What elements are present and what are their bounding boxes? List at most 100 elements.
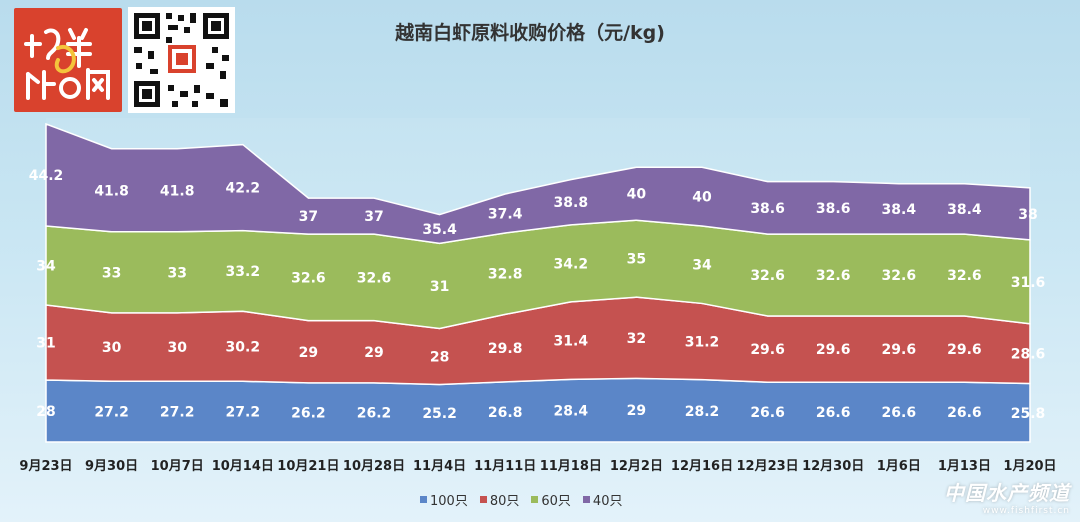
data-label-80-8: 31.4 [554,334,589,350]
x-tick-label: 12月23日 [737,459,799,474]
logo-mark [24,28,110,100]
data-label-60-13: 32.6 [882,268,917,284]
data-label-80-13: 29.6 [882,342,917,358]
data-label-40-2: 41.8 [160,183,195,199]
data-label-80-1: 30 [102,340,122,356]
data-label-100-2: 27.2 [160,405,195,421]
data-label-60-14: 32.6 [947,268,982,284]
legend-swatch [582,495,590,503]
data-label-80-12: 29.6 [816,342,851,358]
watermark: 中国水产频道 www.fishfirst.cn [944,477,1070,516]
data-label-100-3: 27.2 [226,405,261,421]
data-label-40-8: 38.8 [554,195,589,211]
data-label-40-13: 38.4 [882,202,917,218]
data-label-40-1: 41.8 [94,183,129,199]
data-label-60-10: 34 [692,258,712,274]
data-label-100-4: 26.2 [291,405,326,421]
legend-label: 80只 [489,493,520,509]
data-label-40-12: 38.6 [816,201,851,217]
x-tick-label: 1月13日 [938,459,991,474]
x-tick-label: 1月20日 [1003,459,1056,474]
data-label-100-15: 25.8 [1011,406,1046,422]
data-label-100-9: 29 [627,403,646,419]
data-label-100-7: 26.8 [488,405,523,421]
data-label-80-6: 28 [430,349,449,365]
legend-label: 60只 [541,493,571,509]
chart-title: 越南白虾原料收购价格（元/kg) [395,22,665,44]
legend-item-60: 60只 [531,490,571,509]
chart-legend: 100只 80只 60只 40只 [420,487,622,511]
data-label-100-10: 28.2 [685,404,720,420]
data-label-80-9: 32 [627,331,646,347]
x-tick-label: 1月6日 [877,459,921,474]
x-tick-label: 12月2日 [610,459,663,474]
data-label-80-5: 29 [364,345,383,361]
legend-item-100: 100只 [420,490,468,509]
data-label-40-4: 37 [299,209,318,225]
x-tick-label: 12月30日 [802,459,864,474]
legend-item-80: 80只 [479,490,520,509]
legend-label: 100只 [430,493,468,509]
data-label-100-11: 26.6 [750,405,785,421]
data-label-100-0: 28 [36,404,55,420]
data-label-60-11: 32.6 [750,268,785,284]
x-tick-label: 11月18日 [540,459,602,474]
x-tick-label: 10月7日 [151,459,204,474]
data-label-60-8: 34.2 [554,256,589,272]
x-tick-label: 10月21日 [277,459,339,474]
data-label-40-15: 38 [1018,207,1037,223]
data-label-60-7: 32.8 [488,267,523,283]
watermark-url: www.fishfirst.cn [982,506,1070,516]
data-label-40-11: 38.6 [750,201,785,217]
data-label-80-14: 29.6 [947,342,982,358]
data-label-100-13: 26.6 [882,405,917,421]
data-label-60-0: 34 [36,259,56,275]
data-label-40-3: 42.2 [226,181,261,197]
legend-label: 40只 [592,493,623,509]
data-label-40-6: 35.4 [422,222,457,238]
data-label-100-8: 28.4 [554,404,589,420]
data-label-60-3: 33.2 [226,264,261,280]
data-label-60-15: 31.6 [1011,275,1046,291]
data-label-80-0: 31 [36,336,55,352]
brand-logo [14,8,122,112]
data-label-60-4: 32.6 [291,270,326,286]
data-label-100-1: 27.2 [94,405,129,421]
x-tick-label: 9月23日 [19,459,72,474]
legend-swatch [531,495,539,503]
x-tick-label: 12月16日 [671,459,733,474]
data-label-80-10: 31.2 [685,335,720,351]
data-label-80-7: 29.8 [488,341,523,357]
data-label-80-2: 30 [167,340,187,356]
legend-swatch [420,495,427,503]
watermark-main-text: 中国水产频道 [944,481,1070,505]
x-tick-label: 10月14日 [212,459,274,474]
data-label-60-2: 33 [167,265,186,281]
data-label-40-10: 40 [692,190,712,206]
data-label-80-4: 29 [299,345,318,361]
data-label-40-0: 44.2 [29,168,64,184]
data-label-100-14: 26.6 [947,405,982,421]
x-tick-label: 11月4日 [413,459,466,474]
data-label-60-6: 31 [430,279,449,295]
data-label-40-5: 37 [364,209,383,225]
x-tick-label: 10月28日 [343,459,405,474]
data-label-100-6: 25.2 [422,406,457,422]
data-label-80-3: 30.2 [226,339,261,355]
data-label-60-12: 32.6 [816,268,851,284]
data-label-40-14: 38.4 [947,202,982,218]
area-series-40 [45,122,1031,245]
data-label-40-7: 37.4 [488,206,523,222]
data-label-60-9: 35 [627,252,646,268]
data-label-60-1: 33 [102,265,121,281]
x-tick-label: 9月30日 [85,459,138,474]
legend-item-40: 40只 [582,490,623,509]
data-label-40-9: 40 [627,187,647,203]
data-label-80-11: 29.6 [750,342,785,358]
qr-code-icon [128,7,235,113]
data-label-80-15: 28.6 [1011,347,1046,363]
data-label-100-12: 26.6 [816,405,851,421]
data-label-60-5: 32.6 [357,270,392,286]
qr-pattern [134,13,229,107]
